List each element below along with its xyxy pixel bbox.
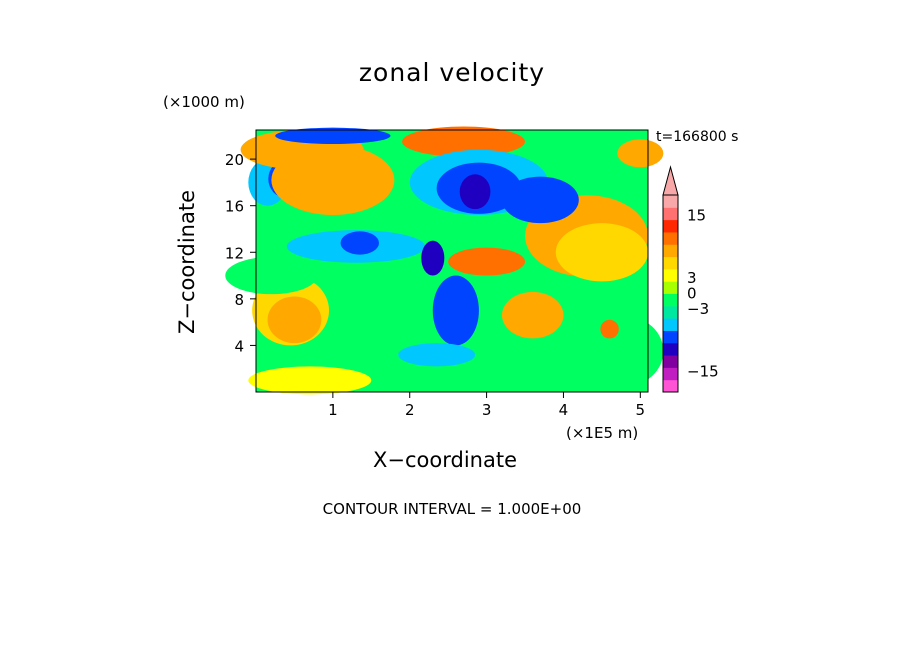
field-region [421, 240, 445, 276]
field-region [555, 223, 648, 282]
colorbar-segment [663, 231, 678, 245]
time-label: t=166800 s [656, 129, 739, 145]
y-tick-label: 20 [225, 151, 244, 169]
field-region [600, 319, 619, 339]
x-axis-label: X−coordinate [373, 448, 517, 472]
colorbar: 15 30−3 −15 [662, 165, 719, 393]
colorbar-segment [663, 195, 678, 208]
colorbar-segment [663, 305, 678, 319]
field-region [501, 176, 579, 224]
colorbar-segment [663, 330, 678, 344]
field-region [432, 275, 479, 346]
field-region [398, 343, 476, 367]
x-tick-label: 1 [328, 401, 338, 419]
x-axis: 1 2 3 4 5 [328, 392, 645, 419]
chart-title: zonal velocity [358, 58, 546, 87]
colorbar-tick-label: 3 [687, 269, 697, 287]
field-region [448, 247, 526, 276]
x-axis-unit-label: (×1E5 m) [566, 424, 639, 442]
field-region [275, 127, 391, 144]
x-tick-label: 5 [636, 401, 646, 419]
colorbar-frame [662, 194, 679, 393]
colorbar-tick-label: −3 [687, 300, 709, 318]
colorbar-segment [663, 293, 678, 307]
y-tick-label: 8 [234, 291, 244, 309]
colorbar-arrow [662, 165, 679, 196]
colorbar-segment [663, 219, 678, 233]
y-tick-label: 12 [225, 244, 244, 262]
colorbar-tick-label: 0 [687, 285, 697, 303]
colorbar-segment [663, 342, 678, 356]
field-region [459, 174, 491, 210]
field-region [617, 139, 664, 168]
y-axis: 4 8 12 16 20 [225, 151, 256, 355]
y-tick-label: 4 [234, 337, 244, 355]
colorbar-segment [663, 244, 678, 258]
field-region [501, 291, 564, 339]
plot-frame [255, 129, 649, 393]
field-region [402, 126, 526, 157]
field-region [340, 231, 379, 255]
colorbar-segment [663, 379, 678, 393]
colorbar-segment [663, 367, 678, 381]
y-axis-unit-label: (×1000 m) [163, 93, 245, 111]
contour-interval-label: CONTOUR INTERVAL = 1.000E+00 [322, 500, 582, 518]
colorbar-tick-label: 15 [687, 207, 706, 225]
field-region [225, 256, 318, 295]
colorbar-segment [663, 318, 678, 331]
x-tick-label: 3 [482, 401, 492, 419]
colorbar-tick-label: −15 [687, 362, 719, 380]
x-tick-label: 4 [559, 401, 569, 419]
plot-area [225, 126, 664, 395]
x-tick-label: 2 [405, 401, 415, 419]
field-region [248, 366, 372, 395]
colorbar-segment [663, 256, 678, 270]
colorbar-segment [663, 281, 678, 294]
colorbar-segment [663, 207, 678, 221]
colorbar-segment [663, 268, 678, 282]
field-region [267, 296, 322, 344]
colorbar-segment [663, 355, 678, 368]
y-tick-label: 16 [225, 198, 244, 216]
field-region [586, 316, 664, 387]
